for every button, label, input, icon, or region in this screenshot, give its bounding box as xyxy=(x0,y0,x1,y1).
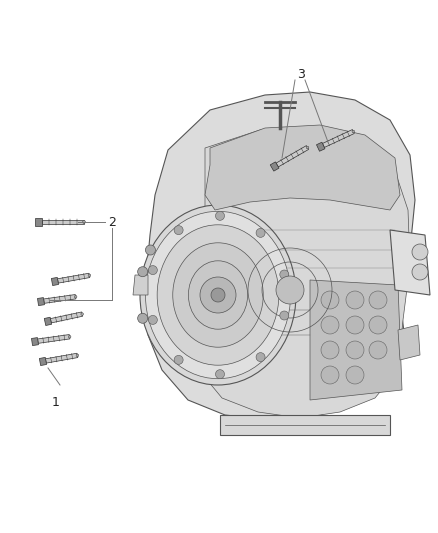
Text: 3: 3 xyxy=(297,68,305,80)
Circle shape xyxy=(321,316,339,334)
Circle shape xyxy=(174,225,183,235)
Circle shape xyxy=(346,341,364,359)
Circle shape xyxy=(412,264,428,280)
Circle shape xyxy=(352,130,355,133)
Ellipse shape xyxy=(157,225,279,365)
Polygon shape xyxy=(220,415,390,435)
Circle shape xyxy=(321,291,339,309)
Polygon shape xyxy=(270,162,279,171)
Circle shape xyxy=(215,370,225,378)
Circle shape xyxy=(321,366,339,384)
Circle shape xyxy=(346,316,364,334)
Polygon shape xyxy=(44,295,76,303)
Circle shape xyxy=(145,245,155,255)
Text: 2: 2 xyxy=(108,215,116,229)
Circle shape xyxy=(138,313,148,324)
Polygon shape xyxy=(322,130,354,148)
Circle shape xyxy=(200,277,236,313)
Polygon shape xyxy=(44,317,52,326)
Circle shape xyxy=(276,276,304,304)
Ellipse shape xyxy=(188,261,247,329)
Polygon shape xyxy=(50,312,83,323)
Circle shape xyxy=(346,291,364,309)
Polygon shape xyxy=(32,337,39,345)
Ellipse shape xyxy=(145,211,290,379)
Polygon shape xyxy=(133,275,148,295)
Circle shape xyxy=(412,244,428,260)
Circle shape xyxy=(369,291,387,309)
Circle shape xyxy=(306,146,309,149)
Polygon shape xyxy=(38,297,44,305)
Polygon shape xyxy=(51,277,59,286)
Circle shape xyxy=(82,221,85,223)
Polygon shape xyxy=(39,358,46,366)
Circle shape xyxy=(148,316,157,325)
Polygon shape xyxy=(205,125,400,210)
Circle shape xyxy=(215,211,225,220)
Polygon shape xyxy=(317,142,325,151)
Polygon shape xyxy=(398,325,420,360)
Ellipse shape xyxy=(140,205,296,385)
Circle shape xyxy=(68,335,71,338)
Circle shape xyxy=(174,356,183,365)
Circle shape xyxy=(76,354,79,357)
Circle shape xyxy=(138,266,148,277)
Circle shape xyxy=(280,311,289,320)
Circle shape xyxy=(256,353,265,361)
Text: 1: 1 xyxy=(52,396,60,409)
Circle shape xyxy=(211,288,225,302)
Polygon shape xyxy=(196,128,410,418)
Circle shape xyxy=(256,228,265,237)
Circle shape xyxy=(346,366,364,384)
Circle shape xyxy=(81,313,84,316)
Polygon shape xyxy=(390,230,430,295)
Polygon shape xyxy=(42,220,84,224)
Ellipse shape xyxy=(173,243,263,347)
Polygon shape xyxy=(46,353,78,363)
Circle shape xyxy=(369,316,387,334)
Circle shape xyxy=(369,341,387,359)
Circle shape xyxy=(88,274,91,277)
Polygon shape xyxy=(145,92,415,420)
Polygon shape xyxy=(38,335,70,343)
Polygon shape xyxy=(57,273,90,283)
Circle shape xyxy=(321,341,339,359)
Circle shape xyxy=(74,295,77,298)
Circle shape xyxy=(148,265,157,274)
Polygon shape xyxy=(35,218,42,226)
Circle shape xyxy=(280,270,289,279)
Polygon shape xyxy=(310,280,402,400)
Polygon shape xyxy=(276,146,309,167)
